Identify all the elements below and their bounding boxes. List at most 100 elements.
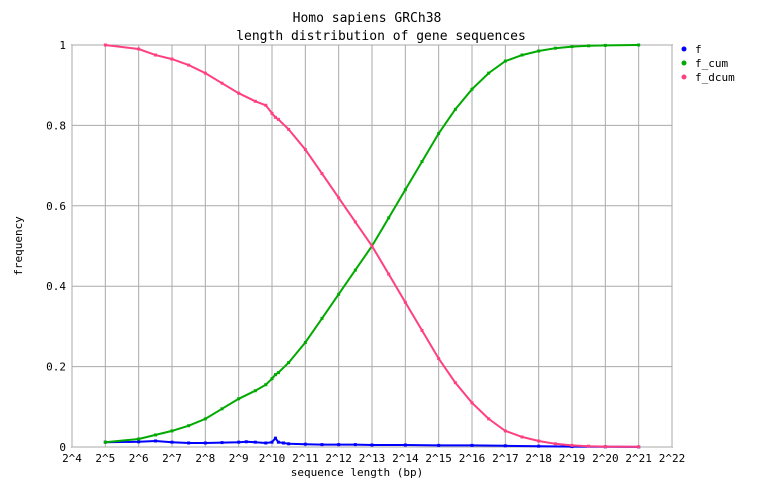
data-point-f_cum: [220, 407, 224, 411]
data-point-f_cum: [437, 131, 441, 135]
data-point-f: [503, 444, 507, 448]
legend-marker: [681, 60, 687, 66]
data-point-f_cum: [303, 340, 307, 344]
data-point-f_dcum: [187, 63, 191, 67]
series-line-f_cum: [105, 44, 639, 444]
data-point-f: [437, 443, 441, 447]
x-tick-label: 2^20: [592, 452, 619, 465]
data-point-f_dcum: [276, 117, 280, 121]
x-axis-label: sequence length (bp): [291, 466, 423, 479]
data-point-f_cum: [273, 373, 277, 377]
data-point-f_cum: [520, 53, 524, 57]
data-point-f_cum: [503, 59, 507, 63]
x-tick-label: 2^6: [129, 452, 149, 465]
data-point-f: [273, 436, 277, 440]
chart-subtitle: length distribution of gene sequences: [236, 29, 526, 44]
data-point-f_dcum: [470, 401, 474, 405]
data-point-f: [370, 443, 374, 447]
data-point-f_dcum: [253, 99, 257, 103]
legend-marker: [681, 74, 687, 80]
data-point-f_dcum: [453, 381, 457, 385]
data-point-f_dcum: [103, 43, 107, 47]
data-point-f_dcum: [570, 443, 574, 447]
data-point-f: [244, 440, 248, 444]
x-tick-label: 2^18: [525, 452, 552, 465]
data-point-f_dcum: [337, 196, 341, 200]
x-tick-label: 2^12: [325, 452, 352, 465]
data-point-f_dcum: [170, 57, 174, 61]
data-point-f_cum: [587, 44, 591, 48]
legend-label: f_cum: [695, 57, 728, 70]
data-point-f_cum: [387, 216, 391, 220]
x-tick-label: 2^17: [492, 452, 519, 465]
data-point-f: [276, 440, 280, 444]
data-point-f_dcum: [154, 53, 158, 57]
data-point-f_dcum: [403, 300, 407, 304]
data-point-f_cum: [420, 160, 424, 164]
y-tick-label: 0.2: [46, 361, 66, 374]
y-tick-label: 0.8: [46, 119, 66, 132]
data-point-f_cum: [470, 87, 474, 91]
data-point-f_dcum: [273, 115, 277, 119]
data-point-f_dcum: [603, 445, 607, 449]
x-tick-label: 2^19: [559, 452, 586, 465]
y-tick-label: 0: [59, 441, 66, 454]
y-tick-label: 0.4: [46, 280, 66, 293]
x-tick-label: 2^5: [95, 452, 115, 465]
data-point-f_dcum: [270, 111, 274, 115]
data-point-f_dcum: [137, 47, 141, 51]
data-point-f_dcum: [264, 103, 268, 107]
data-point-f_cum: [553, 46, 557, 50]
data-point-f: [203, 441, 207, 445]
data-point-f_dcum: [237, 91, 241, 95]
data-point-f_cum: [276, 371, 280, 375]
x-tick-label: 2^15: [425, 452, 452, 465]
data-point-f_dcum: [220, 81, 224, 85]
y-tick-label: 1: [59, 39, 66, 52]
data-point-f: [220, 441, 224, 445]
data-point-f_cum: [137, 437, 141, 441]
data-point-f_dcum: [287, 127, 291, 131]
data-point-f: [303, 442, 307, 446]
data-point-f_cum: [453, 107, 457, 111]
data-point-f: [170, 440, 174, 444]
data-point-f_dcum: [203, 71, 207, 75]
data-point-f_cum: [287, 361, 291, 365]
data-point-f: [470, 443, 474, 447]
x-tick-label: 2^13: [359, 452, 386, 465]
data-point-f: [137, 440, 141, 444]
data-point-f_dcum: [637, 445, 641, 449]
data-point-f_cum: [637, 43, 641, 47]
data-point-f_cum: [253, 389, 257, 393]
series-line-f_dcum: [105, 44, 639, 448]
x-tick-label: 2^16: [459, 452, 486, 465]
y-axis-label: frequency: [12, 216, 25, 276]
data-point-f: [187, 441, 191, 445]
data-point-f_dcum: [503, 429, 507, 433]
data-point-f_cum: [353, 268, 357, 272]
data-point-f_cum: [270, 377, 274, 381]
data-point-f_cum: [570, 45, 574, 49]
data-point-f: [253, 440, 257, 444]
data-point-f_dcum: [370, 244, 374, 248]
data-point-f_cum: [237, 397, 241, 401]
legend-marker: [681, 46, 687, 52]
data-point-f: [287, 442, 291, 446]
data-point-f: [237, 440, 241, 444]
legend-item-f_dcum: f_dcum: [681, 71, 735, 84]
y-tick-label: 0.6: [46, 200, 66, 213]
data-point-f_dcum: [437, 357, 441, 361]
data-point-f_dcum: [520, 435, 524, 439]
data-point-f: [154, 439, 158, 443]
data-point-f_cum: [320, 316, 324, 320]
legend-item-f_cum: f_cum: [681, 57, 728, 70]
data-point-f: [320, 443, 324, 447]
series-layer: [103, 43, 641, 449]
x-tick-label: 2^4: [62, 452, 82, 465]
data-point-f_dcum: [387, 272, 391, 276]
data-point-f_cum: [170, 429, 174, 433]
data-point-f_dcum: [353, 220, 357, 224]
data-point-f: [353, 443, 357, 447]
